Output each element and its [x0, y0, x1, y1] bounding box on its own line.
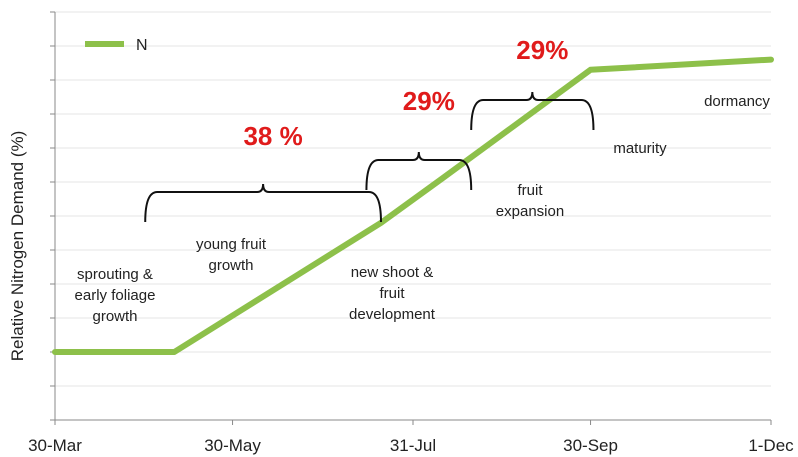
stage-label: growth: [208, 257, 253, 274]
stage-label: maturity: [613, 140, 667, 157]
legend-label: N: [136, 37, 148, 54]
stage-label: early foliage: [75, 287, 156, 304]
annotation-brace: [365, 151, 473, 191]
stage-label: growth: [92, 308, 137, 325]
x-tick-label: 30-Mar: [28, 436, 82, 455]
x-tick-label: 30-Sep: [563, 436, 618, 455]
stage-label: young fruit: [196, 236, 267, 253]
stage-label: fruit: [379, 285, 405, 302]
stage-label: new shoot &: [351, 264, 434, 281]
stage-label: fruit: [517, 182, 543, 199]
y-axis-title: Relative Nitrogen Demand (%): [8, 131, 27, 362]
stage-label: expansion: [496, 203, 564, 220]
x-tick-label: 31-Jul: [390, 436, 436, 455]
series-point: [768, 57, 774, 62]
annotation-brace: [470, 91, 595, 131]
stage-label: dormancy: [704, 93, 770, 110]
series-point: [439, 176, 445, 181]
series-point: [378, 220, 384, 225]
percentage-label: 29%: [516, 35, 568, 65]
percentage-label: 29%: [403, 86, 455, 116]
percentage-label: 38 %: [243, 121, 302, 151]
series-line-n: [52, 56, 774, 355]
series-point: [52, 349, 58, 355]
annotation-brace: [144, 183, 382, 223]
x-tick-label: 30-May: [204, 436, 261, 455]
series-point: [172, 349, 177, 355]
stage-label: development: [349, 306, 436, 323]
series-point: [588, 67, 593, 73]
stage-label: sprouting &: [77, 266, 153, 283]
x-tick-label: 1-Dec: [748, 436, 794, 455]
